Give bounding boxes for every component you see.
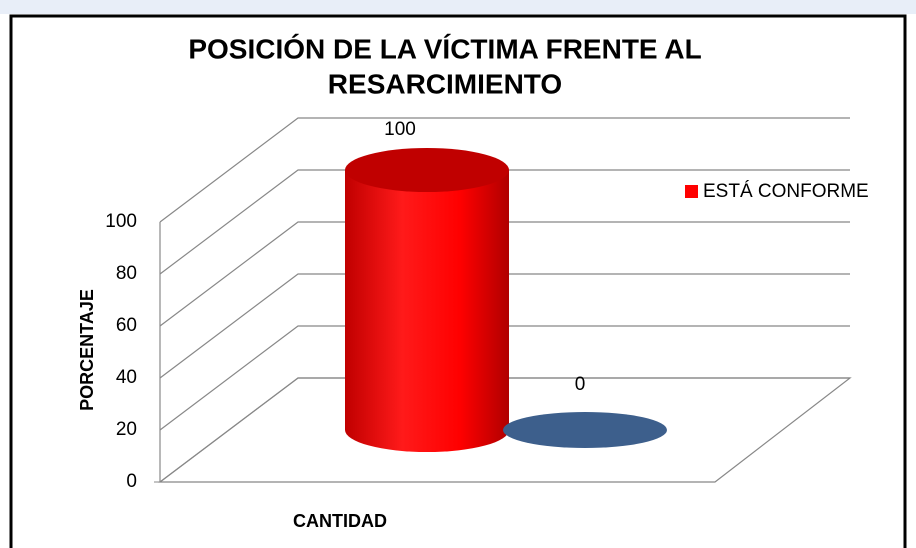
y-tick-label: 80 [116,263,137,284]
legend-label: ESTÁ CONFORME [703,181,869,202]
grid-line [159,117,850,223]
y-axis-label: PORCENTAJE [77,289,97,411]
data-label: 100 [384,119,416,140]
y-tick-label: 40 [116,367,137,388]
grid-line [159,169,850,275]
background-band [0,0,916,14]
grid-line [159,325,850,431]
chart-title: POSICIÓN DE LA VÍCTIMA FRENTE AL [188,33,701,64]
cylinder-top [345,148,509,192]
grid-line [159,273,850,379]
x-axis-label: CANTIDAD [293,511,387,531]
y-tick-label: 20 [116,419,137,440]
cylinder-body [345,170,509,452]
y-tick-label: 0 [126,471,137,492]
y-tick-label: 100 [105,211,137,232]
chart-title: RESARCIMIENTO [328,68,562,99]
grid-line [159,221,850,327]
grid-line [159,377,850,483]
y-tick-label: 60 [116,315,137,336]
legend-swatch [685,185,698,198]
data-label: 0 [575,374,586,395]
cylinder-top [503,412,667,448]
